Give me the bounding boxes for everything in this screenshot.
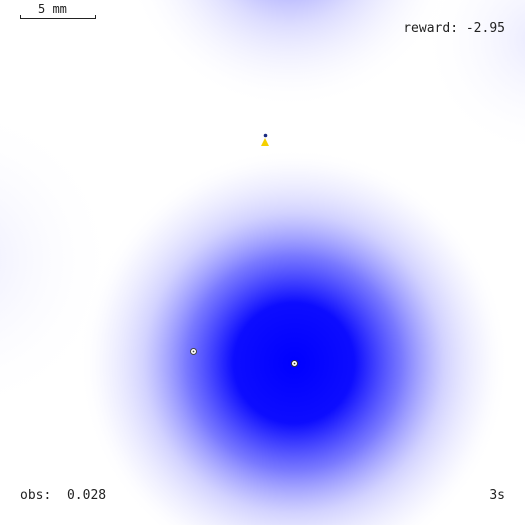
reward-label: reward:	[403, 21, 459, 36]
scale-bar	[20, 15, 96, 19]
time-readout: 3s	[489, 488, 505, 503]
obs-readout: obs: 0.028	[20, 488, 106, 503]
obs-value: 0.028	[66, 488, 107, 503]
reward-value: -2.95	[465, 21, 505, 36]
agent-icon	[261, 133, 269, 146]
scale-label: 5 mm	[38, 2, 67, 16]
reward-readout: reward: -2.95	[403, 21, 505, 36]
waypoint-marker-icon	[190, 348, 197, 355]
source-marker-icon	[291, 360, 298, 367]
obs-label: obs:	[20, 488, 52, 503]
